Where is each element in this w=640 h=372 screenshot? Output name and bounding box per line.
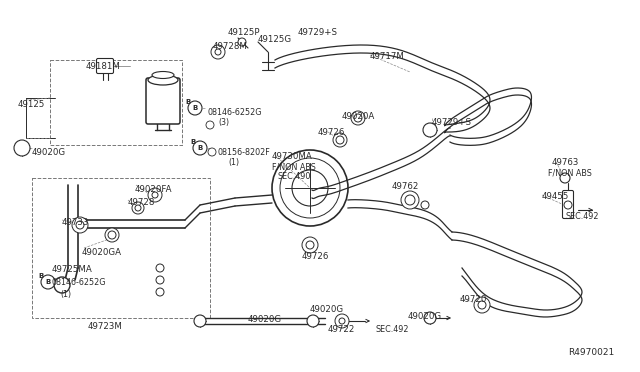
Circle shape — [478, 301, 486, 309]
Text: 49020A: 49020A — [342, 112, 375, 121]
Circle shape — [238, 38, 246, 46]
Text: 49720: 49720 — [460, 295, 488, 304]
Circle shape — [156, 288, 164, 296]
Circle shape — [54, 277, 70, 293]
Text: 49729+S: 49729+S — [432, 118, 472, 127]
Circle shape — [401, 191, 419, 209]
Text: 08146-6252G: 08146-6252G — [52, 278, 106, 287]
Text: B: B — [186, 99, 191, 105]
Text: 49729+S: 49729+S — [298, 28, 338, 37]
Text: B: B — [45, 279, 51, 285]
Circle shape — [132, 202, 144, 214]
Text: B: B — [193, 105, 198, 111]
Circle shape — [14, 140, 30, 156]
Circle shape — [211, 45, 225, 59]
FancyBboxPatch shape — [97, 58, 113, 74]
Circle shape — [474, 297, 490, 313]
Text: (1): (1) — [60, 290, 71, 299]
Circle shape — [339, 318, 345, 324]
Text: 08146-6252G: 08146-6252G — [208, 108, 262, 117]
Circle shape — [108, 231, 116, 239]
Circle shape — [405, 195, 415, 205]
Text: (3): (3) — [218, 118, 229, 127]
Circle shape — [307, 315, 319, 327]
Text: 49728: 49728 — [128, 198, 156, 207]
FancyBboxPatch shape — [146, 78, 180, 124]
Text: 49181M: 49181M — [86, 62, 121, 71]
Text: 49722: 49722 — [328, 325, 355, 334]
Circle shape — [424, 312, 436, 324]
Text: 49455: 49455 — [542, 192, 570, 201]
Text: 49725MA: 49725MA — [52, 265, 93, 274]
Text: SEC.490: SEC.490 — [278, 172, 312, 181]
Circle shape — [354, 114, 362, 122]
Text: 49763: 49763 — [552, 158, 579, 167]
Circle shape — [336, 136, 344, 144]
Text: 49125G: 49125G — [258, 35, 292, 44]
Text: 49723M: 49723M — [88, 322, 123, 331]
Text: 49733: 49733 — [62, 218, 90, 227]
Text: 49020FA: 49020FA — [135, 185, 173, 194]
Circle shape — [105, 228, 119, 242]
Text: 49717M: 49717M — [370, 52, 405, 61]
Circle shape — [333, 133, 347, 147]
Circle shape — [421, 201, 429, 209]
Circle shape — [560, 173, 570, 183]
Ellipse shape — [152, 71, 174, 78]
Text: 49020GA: 49020GA — [82, 248, 122, 257]
FancyBboxPatch shape — [563, 190, 573, 218]
Circle shape — [215, 49, 221, 55]
Text: B: B — [197, 145, 203, 151]
Text: (1): (1) — [228, 158, 239, 167]
Circle shape — [188, 101, 202, 115]
Text: R4970021: R4970021 — [568, 348, 614, 357]
Circle shape — [302, 237, 318, 253]
Text: B: B — [38, 273, 44, 279]
Circle shape — [423, 123, 437, 137]
Text: SEC.492: SEC.492 — [375, 325, 408, 334]
Circle shape — [135, 205, 141, 211]
Circle shape — [335, 314, 349, 328]
Text: 49762: 49762 — [392, 182, 419, 191]
Circle shape — [76, 221, 84, 229]
Text: 49726: 49726 — [318, 128, 346, 137]
Text: F/NON ABS: F/NON ABS — [548, 168, 592, 177]
Text: 49728M: 49728M — [213, 42, 248, 51]
Circle shape — [208, 148, 216, 156]
Circle shape — [193, 141, 207, 155]
Circle shape — [148, 188, 162, 202]
Circle shape — [156, 264, 164, 272]
Circle shape — [306, 241, 314, 249]
Text: 49125P: 49125P — [228, 28, 260, 37]
Text: F/NON ABS: F/NON ABS — [272, 162, 316, 171]
Circle shape — [280, 158, 340, 218]
Text: 49020G: 49020G — [248, 315, 282, 324]
Circle shape — [292, 170, 328, 206]
Ellipse shape — [148, 75, 178, 85]
Circle shape — [351, 111, 365, 125]
Circle shape — [272, 150, 348, 226]
Circle shape — [41, 275, 55, 289]
Text: 49125: 49125 — [18, 100, 45, 109]
Text: 49726: 49726 — [302, 252, 330, 261]
Circle shape — [206, 121, 214, 129]
Text: B: B — [190, 139, 196, 145]
Text: 49020G: 49020G — [310, 305, 344, 314]
Text: 49020G: 49020G — [408, 312, 442, 321]
Circle shape — [72, 217, 88, 233]
Text: 08156-8202F: 08156-8202F — [218, 148, 271, 157]
Circle shape — [194, 315, 206, 327]
Circle shape — [156, 276, 164, 284]
Circle shape — [152, 192, 158, 198]
Circle shape — [564, 201, 572, 209]
Text: 49730MA: 49730MA — [272, 152, 313, 161]
Text: 49020G: 49020G — [32, 148, 66, 157]
Text: SEC.492: SEC.492 — [565, 212, 598, 221]
